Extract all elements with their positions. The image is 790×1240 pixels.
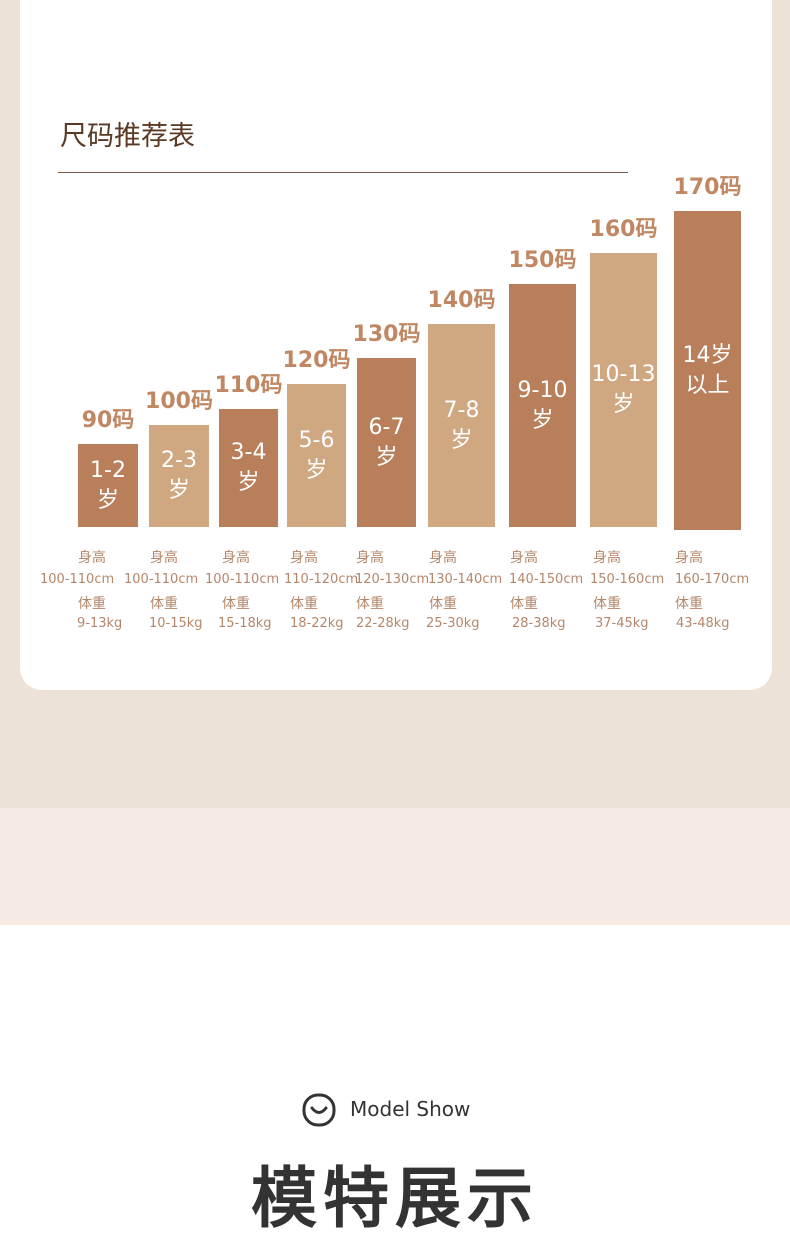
size-bar: 3-4 岁	[219, 409, 278, 527]
weight-value: 15-18kg	[218, 616, 272, 631]
weight-value: 28-38kg	[512, 616, 566, 631]
divider	[58, 172, 628, 173]
weight-label: 体重	[150, 596, 178, 612]
age-label: 岁	[612, 392, 635, 417]
size-bar: 6-7 岁	[357, 358, 416, 527]
age-label: 岁	[237, 470, 260, 495]
age-label: 14岁	[682, 342, 733, 368]
weight-label: 体重	[222, 596, 250, 612]
age-label: 10-13	[591, 362, 656, 387]
weight-value: 18-22kg	[290, 616, 344, 631]
weight-value: 22-28kg	[356, 616, 410, 631]
section-title: 模特展示	[251, 1160, 539, 1237]
age-label: 9-10	[517, 377, 568, 403]
weight-value: 25-30kg	[426, 616, 480, 631]
age-label: 岁	[167, 478, 190, 503]
height-label: 身高	[593, 550, 621, 566]
height-label: 身高	[429, 550, 457, 566]
weight-value: 10-15kg	[149, 616, 203, 631]
size-bar: 10-13 岁	[590, 253, 657, 527]
weight-label: 体重	[290, 596, 318, 612]
height-label: 身高	[290, 550, 318, 566]
size-bar: 9-10 岁	[509, 284, 576, 527]
height-value: 100-110cm	[124, 572, 199, 587]
weight-label: 体重	[429, 596, 457, 612]
size-label: 100码	[145, 389, 213, 414]
size-bar: 7-8 岁	[428, 324, 495, 527]
height-value: 120-130cm	[355, 572, 430, 587]
age-label: 7-8	[443, 397, 480, 423]
height-label: 身高	[675, 550, 703, 566]
size-label: 150码	[508, 248, 577, 273]
weight-label: 体重	[356, 596, 384, 612]
weight-label: 体重	[78, 596, 106, 612]
weight-value: 37-45kg	[595, 616, 649, 631]
age-label: 6-7	[368, 414, 405, 440]
height-label: 身高	[150, 550, 178, 566]
section-subtitle: Model Show	[350, 1097, 471, 1121]
height-label: 身高	[356, 550, 384, 566]
size-bar: 14岁以上	[674, 211, 741, 530]
size-label: 90码	[81, 408, 135, 433]
size-bar: 2-3 岁	[149, 425, 209, 527]
size-bar: 5-6 岁	[287, 384, 346, 527]
band	[0, 808, 790, 925]
smile-icon	[302, 1093, 336, 1127]
size-label: 170码	[673, 175, 742, 200]
size-label: 140码	[427, 288, 496, 313]
size-label: 120码	[282, 348, 351, 373]
weight-label: 体重	[510, 596, 538, 612]
size-label: 130码	[352, 322, 421, 347]
weight-value: 43-48kg	[676, 616, 730, 631]
age-label: 以上	[685, 372, 730, 398]
height-value: 140-150cm	[509, 572, 584, 587]
height-value: 110-120cm	[284, 572, 359, 587]
weight-label: 体重	[675, 596, 703, 612]
weight-value: 9-13kg	[77, 616, 123, 631]
weight-label: 体重	[593, 596, 621, 612]
height-value: 100-110cm	[205, 572, 280, 587]
age-label: 岁	[375, 444, 398, 470]
age-label: 岁	[305, 457, 328, 483]
size-label: 160码	[589, 217, 658, 242]
age-label: 岁	[96, 487, 119, 513]
age-label: 3-4	[230, 440, 267, 465]
height-label: 身高	[78, 550, 106, 566]
age-label: 2-3	[161, 448, 197, 473]
size-label: 110码	[214, 373, 283, 398]
height-value: 150-160cm	[590, 572, 665, 587]
height-value: 130-140cm	[428, 572, 503, 587]
height-label: 身高	[510, 550, 538, 566]
size-bar: 1-2 岁	[78, 444, 138, 527]
height-label: 身高	[222, 550, 250, 566]
age-label: 岁	[531, 407, 554, 433]
chart-title: 尺码推荐表	[60, 121, 195, 152]
height-value: 100-110cm	[40, 572, 115, 587]
age-label: 1-2	[90, 457, 126, 483]
age-label: 5-6	[298, 427, 335, 453]
age-label: 岁	[450, 427, 473, 453]
height-value: 160-170cm	[675, 572, 750, 587]
